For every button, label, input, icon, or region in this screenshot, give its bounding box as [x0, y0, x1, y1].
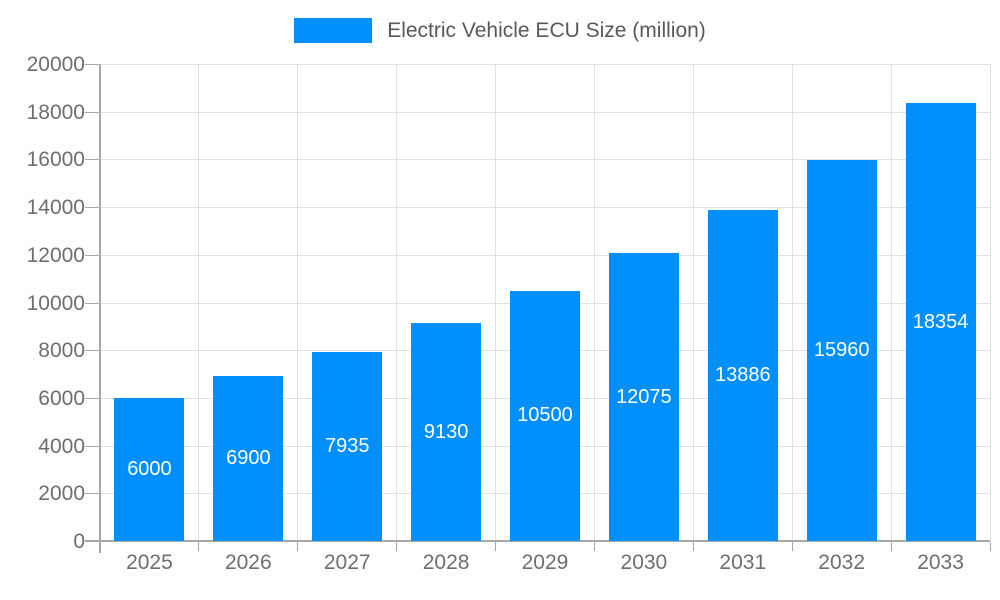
bar-value-label: 6900 — [226, 447, 271, 470]
y-axis-label: 0 — [73, 530, 85, 553]
bar-value-label: 7935 — [324, 434, 370, 457]
y-gridline — [100, 207, 990, 209]
x-axis-tick — [791, 542, 793, 551]
x-axis-tick — [593, 542, 595, 551]
y-axis-label: 10000 — [26, 291, 85, 315]
bar-2030[interactable]: 12075 — [608, 253, 679, 541]
x-gridline — [593, 64, 595, 541]
y-axis-label: 4000 — [38, 434, 85, 458]
x-axis-tick — [989, 542, 991, 551]
x-gridline — [890, 64, 892, 541]
x-axis-label-2029: 2029 — [521, 551, 569, 574]
y-gridline — [100, 159, 990, 161]
x-gridline — [989, 64, 991, 541]
bar-2028[interactable]: 9130 — [411, 323, 482, 541]
bar-2031[interactable]: 13886 — [707, 209, 778, 541]
y-axis-line — [99, 64, 101, 553]
x-axis-tick — [297, 542, 299, 551]
x-gridline — [198, 64, 200, 541]
x-axis-label-2030: 2030 — [620, 551, 668, 574]
x-axis-label-2026: 2026 — [224, 551, 272, 574]
bar-value-label: 10500 — [517, 404, 573, 427]
y-axis-label: 12000 — [26, 243, 85, 267]
x-gridline — [396, 64, 398, 541]
bar-2032[interactable]: 15960 — [806, 160, 877, 541]
x-axis-label-2031: 2031 — [719, 551, 767, 574]
y-axis-tick — [85, 445, 100, 447]
y-axis-tick — [85, 493, 100, 495]
x-gridline — [495, 64, 497, 541]
y-axis-tick — [85, 64, 100, 65]
y-axis-tick — [85, 254, 100, 256]
bar-2033[interactable]: 18354 — [905, 103, 976, 541]
y-axis-tick — [85, 302, 100, 304]
bar-value-label: 12075 — [616, 385, 672, 408]
x-axis-label-2025: 2025 — [126, 551, 173, 574]
y-axis-label: 6000 — [38, 386, 85, 410]
x-axis-tick — [692, 542, 694, 551]
bar-2025[interactable]: 6000 — [114, 397, 185, 541]
y-axis-label: 2000 — [38, 482, 85, 506]
x-axis-label-2032: 2032 — [818, 551, 866, 574]
y-gridline — [100, 111, 990, 113]
y-axis-tick — [85, 111, 100, 113]
chart-legend[interactable]: Electric Vehicle ECU Size (million) — [0, 18, 1000, 43]
y-axis-label: 20000 — [26, 53, 85, 76]
x-axis-tick — [396, 542, 398, 551]
bar-value-label: 15960 — [813, 339, 870, 362]
legend-swatch — [294, 18, 373, 43]
x-axis-tick — [495, 542, 497, 551]
bar-2029[interactable]: 10500 — [510, 290, 580, 541]
y-axis-tick — [85, 207, 100, 209]
bar-value-label: 13886 — [714, 363, 771, 386]
y-axis-tick — [85, 397, 100, 399]
legend-label: Electric Vehicle ECU Size (million) — [387, 19, 706, 42]
y-axis-label: 8000 — [38, 339, 85, 363]
x-gridline — [692, 64, 694, 541]
x-axis-line — [85, 540, 990, 542]
y-gridline — [100, 64, 990, 65]
bar-value-label: 9130 — [423, 420, 469, 443]
x-axis-label-2028: 2028 — [422, 551, 470, 574]
bar-value-label: 18354 — [912, 310, 969, 333]
y-axis-label: 14000 — [26, 196, 85, 220]
x-gridline — [791, 64, 793, 541]
x-axis-label-2033: 2033 — [917, 551, 964, 574]
y-axis-tick — [85, 159, 100, 161]
x-axis-tick — [890, 542, 892, 551]
bar-value-label: 6000 — [127, 457, 172, 480]
x-gridline — [297, 64, 299, 541]
x-axis-label-2027: 2027 — [323, 551, 371, 574]
x-axis-tick — [198, 542, 200, 551]
plot-area: 0 2000 4000 6000 8000 10000 12000 14000 16000 180… — [27, 54, 991, 574]
bar-2027[interactable]: 7935 — [312, 351, 383, 541]
y-axis-label: 16000 — [26, 148, 85, 172]
y-gridline — [100, 254, 990, 256]
bar-2026[interactable]: 6900 — [213, 376, 284, 541]
y-axis-label: 18000 — [26, 100, 85, 124]
y-axis-tick — [85, 350, 100, 352]
